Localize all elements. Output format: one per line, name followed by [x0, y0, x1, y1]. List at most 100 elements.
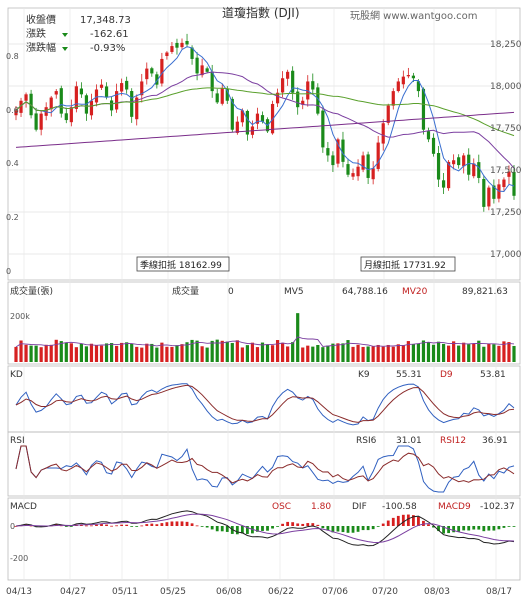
- quarter-deduction-box: [136, 256, 230, 272]
- y-tick-17250: 17,250: [490, 208, 522, 218]
- osc-bar: [190, 523, 194, 526]
- osc-bar: [14, 526, 18, 527]
- candle-body: [94, 89, 99, 103]
- vertical-grid: [23, 8, 497, 580]
- volume-bar: [140, 347, 144, 362]
- candle-body: [396, 81, 400, 92]
- volume-bar: [225, 341, 229, 362]
- candle-body: [79, 88, 83, 95]
- candle-body: [376, 142, 380, 169]
- macd-y-tick-0: 0: [10, 522, 15, 531]
- osc-bar: [29, 525, 33, 527]
- volume-bar: [235, 340, 239, 362]
- volume-bar: [160, 342, 164, 362]
- candle-body: [275, 92, 280, 104]
- rsi6-line: [15, 445, 515, 493]
- osc-bar: [240, 526, 244, 534]
- volume-bar: [371, 346, 375, 362]
- osc-bar: [291, 522, 295, 526]
- mv20-label: MV20: [402, 287, 428, 297]
- volume-bar: [44, 344, 48, 362]
- osc-bar: [276, 526, 279, 527]
- candle-body: [487, 187, 491, 207]
- volume-bar: [205, 347, 209, 362]
- close-label: 收盤價: [26, 13, 56, 26]
- candle-body: [416, 81, 421, 92]
- osc-bar: [281, 523, 285, 526]
- candle-body: [346, 164, 350, 175]
- volume-bar: [250, 342, 255, 362]
- y-tick-17500: 17,500: [490, 166, 522, 176]
- volume-bar: [301, 347, 305, 362]
- macd9-value: -102.37: [480, 502, 515, 512]
- candle-body: [135, 97, 139, 120]
- candle-body: [431, 137, 436, 154]
- candle-body: [230, 98, 234, 130]
- volume-bar: [270, 345, 275, 362]
- osc-bar: [326, 526, 330, 531]
- osc-bar: [351, 526, 355, 533]
- volume-bar: [265, 344, 270, 362]
- month-deduction-label: 月線扣抵 17731.92: [364, 259, 446, 271]
- chart-title: 道瓊指數 (DJI): [222, 5, 300, 20]
- rsi-series: [15, 445, 515, 493]
- volume-bar: [406, 341, 410, 362]
- candle-body: [447, 161, 451, 189]
- osc-bar: [396, 515, 400, 526]
- volume-bar: [391, 346, 395, 362]
- candle-body: [24, 94, 28, 101]
- volume-bar: [487, 343, 491, 362]
- volume-bar: [125, 342, 129, 362]
- osc-bar: [447, 526, 451, 534]
- osc-bar: [467, 526, 471, 531]
- volume-bar: [185, 342, 189, 362]
- candle-body: [366, 154, 370, 178]
- x-tick-label: 07/06: [322, 587, 348, 597]
- volume-bar: [210, 340, 214, 362]
- x-tick-label: 08/03: [424, 587, 450, 597]
- volume-bar: [190, 339, 194, 362]
- volume-bar: [59, 341, 63, 362]
- pct-value: -0.93%: [90, 43, 125, 54]
- volume-bar: [477, 340, 481, 362]
- candle-body: [120, 83, 124, 92]
- mv20-value: 89,821.63: [462, 287, 508, 297]
- candle-body: [482, 179, 486, 207]
- volume-bar: [195, 340, 199, 362]
- macd-series: [14, 510, 516, 547]
- osc-bar: [301, 523, 305, 526]
- volume-bar: [175, 345, 179, 362]
- y-tick-18000: 18,000: [490, 82, 522, 92]
- osc-bar: [170, 521, 174, 526]
- osc-bar: [381, 523, 385, 526]
- y-tick-18250: 18,250: [490, 40, 522, 50]
- osc-bar: [462, 526, 466, 531]
- candle-body: [406, 75, 410, 77]
- volume-bar: [14, 346, 18, 362]
- volume-bar: [452, 341, 456, 362]
- volume-bar: [135, 346, 139, 362]
- candle-body: [291, 70, 295, 93]
- candle-body: [34, 113, 38, 130]
- osc-bar: [110, 525, 113, 527]
- osc-bar: [417, 516, 420, 526]
- osc-bar: [225, 526, 229, 532]
- candle-body: [401, 76, 405, 85]
- candle-body: [321, 110, 325, 148]
- volume-title: 成交量(張): [10, 285, 53, 297]
- candle-body: [452, 160, 456, 165]
- kd-title: KD: [10, 370, 23, 380]
- volume-bar: [386, 344, 390, 362]
- volume-bar: [115, 345, 119, 362]
- volume-bar: [411, 343, 415, 362]
- volume-bar: [396, 344, 400, 362]
- month-deduction-box: [360, 256, 456, 272]
- candle-body: [316, 87, 320, 114]
- rsi-title: RSI: [10, 436, 25, 446]
- osc-bar: [432, 526, 435, 528]
- osc-label: OSC: [272, 502, 291, 512]
- rsi12-value: 36.91: [482, 436, 508, 446]
- ma120-line: [15, 111, 515, 148]
- volume-bar: [79, 343, 83, 362]
- osc-bar: [427, 524, 430, 526]
